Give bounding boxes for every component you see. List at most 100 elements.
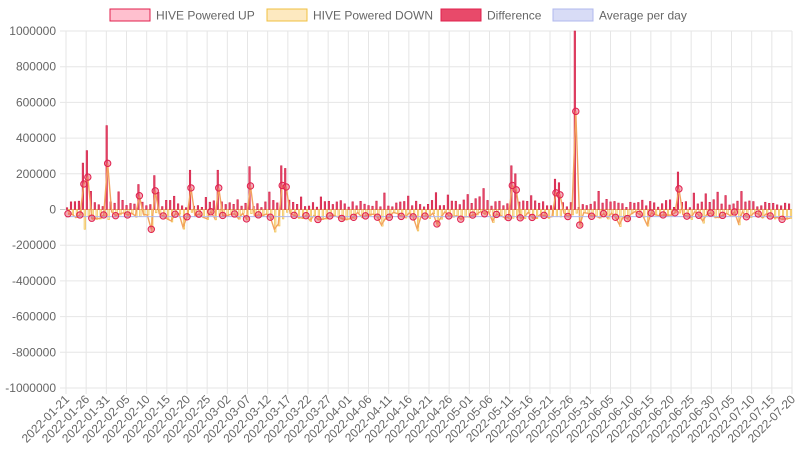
bar-up-120 <box>538 202 541 210</box>
bar-up-41 <box>224 204 227 210</box>
bar-up-183 <box>788 203 791 210</box>
bar-down-11 <box>107 209 110 221</box>
bar-up-165 <box>716 191 719 210</box>
bar-up-122 <box>546 205 549 210</box>
bar-up-50 <box>260 207 263 210</box>
bar-up-182 <box>784 202 787 210</box>
bar-up-106 <box>482 188 485 210</box>
difference-point-169 <box>730 208 739 216</box>
bar-up-134 <box>593 201 596 210</box>
bar-up-85 <box>399 201 402 210</box>
difference-point-97 <box>445 212 453 220</box>
difference-point-49 <box>254 211 263 219</box>
bar-down-14 <box>119 209 122 216</box>
difference-point-5 <box>80 180 88 188</box>
difference-point-106 <box>480 210 489 218</box>
bar-up-18 <box>133 203 136 210</box>
bar-down-143 <box>631 209 634 215</box>
bar-up-38 <box>212 200 215 210</box>
difference-point-56 <box>282 183 290 191</box>
difference-point-55 <box>278 181 286 190</box>
bar-up-67 <box>327 200 330 210</box>
bar-up-160 <box>696 203 699 210</box>
bar-up-77 <box>367 205 370 210</box>
bar-up-112 <box>506 203 509 210</box>
bar-up-180 <box>776 204 779 210</box>
bar-up-76 <box>363 203 366 210</box>
bar-up-170 <box>736 200 739 210</box>
bar-down-164 <box>714 209 717 219</box>
difference-point-61 <box>302 211 310 220</box>
legend-swatch-2 <box>266 8 308 22</box>
difference-point-166 <box>718 211 727 220</box>
bar-up-133 <box>589 203 592 210</box>
difference-point-109 <box>492 210 501 219</box>
bar-up-75 <box>359 200 362 210</box>
difference-point-94 <box>433 220 441 228</box>
bar-up-42 <box>228 202 231 210</box>
y-tick-label-7: -200000 <box>12 238 56 252</box>
bar-up-95 <box>438 205 442 210</box>
difference-point-163 <box>706 209 715 217</box>
bar-up-118 <box>530 195 533 210</box>
bar-up-65 <box>319 196 322 210</box>
difference-point-22 <box>147 225 155 233</box>
bar-up-119 <box>534 200 537 210</box>
bar-up-49 <box>256 203 259 210</box>
y-tick-label-3: 600000 <box>16 95 56 109</box>
bar-down-65 <box>321 209 324 220</box>
bar-up-148 <box>649 201 652 210</box>
bar-up-164 <box>712 199 715 210</box>
bar-up-169 <box>732 203 735 210</box>
bar-up-10 <box>101 206 104 210</box>
bar-up-51 <box>264 201 267 210</box>
average-line <box>66 111 792 232</box>
bar-up-2 <box>69 201 73 210</box>
difference-point-19 <box>135 192 144 200</box>
y-tick-label-8: -400000 <box>12 274 56 288</box>
bar-down-32 <box>190 209 193 213</box>
bar-up-97 <box>446 194 449 210</box>
bar-up-66 <box>323 201 326 210</box>
difference-point-43 <box>230 210 239 218</box>
bar-down-100 <box>460 209 463 221</box>
difference-point-70 <box>338 214 346 223</box>
difference-point-47 <box>246 182 255 190</box>
bar-up-53 <box>272 200 275 210</box>
bar-down-26 <box>167 209 170 220</box>
bar-up-64 <box>315 206 319 210</box>
bar-up-141 <box>621 203 624 210</box>
difference-point-172 <box>742 213 751 221</box>
difference-point-114 <box>512 186 520 194</box>
bar-up-43 <box>232 204 235 210</box>
bar-down-94 <box>436 209 439 227</box>
bar-up-25 <box>161 206 164 210</box>
legend-label-2: HIVE Powered DOWN <box>313 9 433 23</box>
bar-down-53 <box>274 209 277 233</box>
bar-up-181 <box>780 205 783 210</box>
difference-point-28 <box>171 210 179 218</box>
y-tick-label-2: 800000 <box>16 60 56 74</box>
difference-point-6 <box>84 173 92 181</box>
bar-up-153 <box>668 199 672 210</box>
bar-up-15 <box>121 199 124 210</box>
difference-point-25 <box>159 212 167 220</box>
bar-up-36 <box>204 197 207 210</box>
bar-down-51 <box>266 209 269 215</box>
legend-swatch-3 <box>440 8 482 22</box>
bar-up-63 <box>311 202 315 210</box>
bar-up-54 <box>276 202 279 210</box>
bar-up-37 <box>208 201 211 210</box>
difference-point-181 <box>778 215 786 223</box>
y-tick-label-4: 400000 <box>16 131 56 145</box>
bar-up-91 <box>423 206 426 210</box>
difference-point-52 <box>266 213 275 221</box>
y-tick-label-6: 0 <box>49 203 56 217</box>
bar-up-149 <box>653 202 656 210</box>
bar-up-116 <box>522 200 525 210</box>
bar-up-93 <box>430 200 434 210</box>
difference-point-37 <box>207 208 215 216</box>
bar-down-101 <box>464 209 467 218</box>
bar-down-183 <box>789 209 793 219</box>
